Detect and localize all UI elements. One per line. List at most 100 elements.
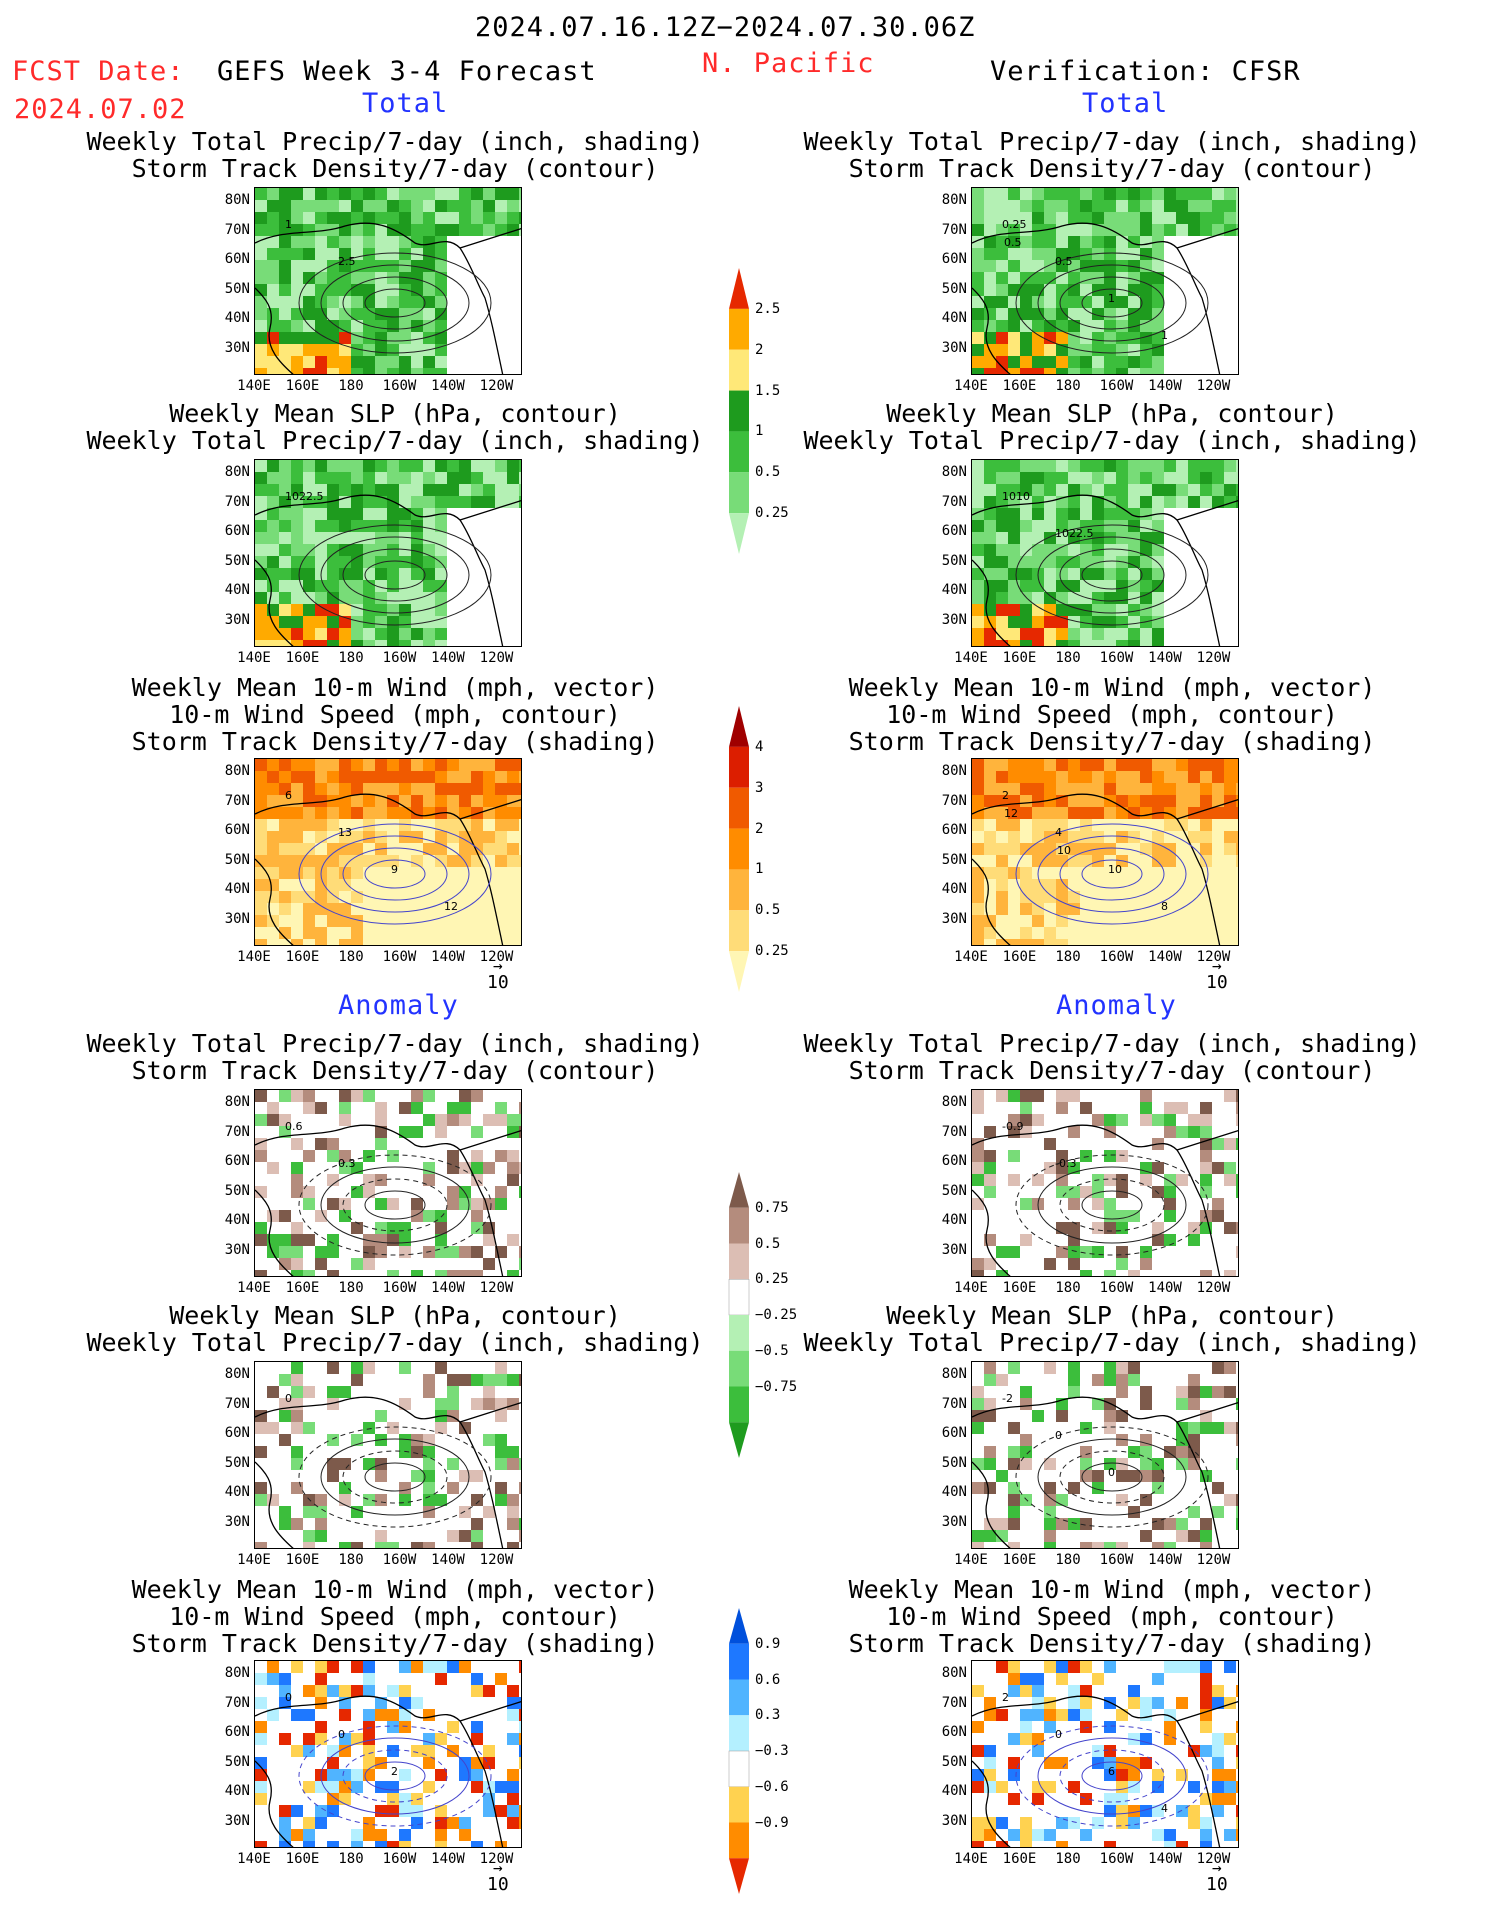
shade-cell [519, 616, 521, 628]
shade-cell [1104, 1234, 1116, 1246]
shade-cell [1056, 1234, 1068, 1246]
shade-cell [423, 1126, 435, 1138]
shade-cell [459, 1745, 471, 1757]
shade-cell [279, 903, 291, 915]
shade-cell [471, 1829, 483, 1841]
shade-cell [1104, 831, 1116, 843]
shade-cell [1020, 1174, 1032, 1186]
shade-cell [1032, 1386, 1044, 1398]
shade-cell [495, 308, 507, 320]
shade-cell [984, 1174, 996, 1186]
shade-cell [483, 1745, 495, 1757]
shade-cell [1068, 460, 1080, 472]
shade-cell [375, 1817, 387, 1829]
shade-cell [399, 460, 411, 472]
shade-cell [1212, 1482, 1224, 1494]
shade-cell [447, 1817, 459, 1829]
shade-cell [984, 1482, 996, 1494]
shade-cell [387, 628, 399, 640]
shade-cell [1044, 1222, 1056, 1234]
shade-cell [1176, 1494, 1188, 1506]
shade-cell [972, 580, 984, 592]
shade-cell [1116, 1210, 1128, 1222]
shade-cell [399, 783, 411, 795]
shade-cell [339, 1102, 351, 1114]
shade-cell [447, 188, 459, 200]
shade-cell [411, 260, 423, 272]
shade-cell [1176, 1530, 1188, 1542]
shade-cell [399, 771, 411, 783]
shade-cell [291, 1530, 303, 1542]
shade-cell [996, 891, 1008, 903]
shade-cell [1092, 568, 1104, 580]
shade-cell [1068, 1817, 1080, 1829]
lon-tick-label: 180 [1055, 1280, 1081, 1296]
shade-cell [1020, 771, 1032, 783]
shade-cell [483, 1246, 495, 1258]
contour-line [1015, 1154, 1209, 1256]
shade-cell [435, 344, 447, 356]
shade-cell [459, 927, 471, 939]
shade-cell [351, 200, 363, 212]
lat-tick-label: 40N [224, 582, 250, 598]
shade-cell [339, 783, 351, 795]
shade-cell [399, 496, 411, 508]
shade-cell [315, 272, 327, 284]
shade-cell [1212, 1422, 1224, 1434]
shade-cell [1236, 496, 1238, 508]
shade-cell [327, 807, 339, 819]
shade-cell [972, 1494, 984, 1506]
shade-cell [1020, 1805, 1032, 1817]
shade-cell [267, 1090, 279, 1102]
shade-cell [363, 308, 375, 320]
shade-cell [1164, 484, 1176, 496]
shade-cell [303, 903, 315, 915]
shade-cell [255, 1114, 267, 1126]
shade-cell [351, 1757, 363, 1769]
shade-cell [1056, 1362, 1068, 1374]
colorbar-level-label: −0.5 [755, 1342, 789, 1359]
shade-cell [255, 1518, 267, 1530]
section-total-left: Total [362, 88, 449, 119]
shade-cell [1236, 1685, 1238, 1697]
shade-cell [1200, 1362, 1212, 1374]
lon-tick-label: 140E [954, 1280, 988, 1296]
shade-cell [267, 260, 279, 272]
shade-cell [1224, 1386, 1236, 1398]
shade-cell [1092, 939, 1104, 945]
shade-cell [507, 272, 519, 284]
shade-cell [1020, 460, 1032, 472]
shade-cell [1212, 484, 1224, 496]
shade-cell [387, 1494, 399, 1506]
shade-cell [1152, 188, 1164, 200]
shade-cell [495, 484, 507, 496]
shade-cell [1104, 915, 1116, 927]
shade-cell [507, 1258, 519, 1270]
shade-cell [507, 284, 519, 296]
shade-cell [1152, 1757, 1164, 1769]
shade-cell [423, 1138, 435, 1150]
shade-cell [1104, 1174, 1116, 1186]
shade-cell [1164, 1114, 1176, 1126]
shade-cell [1164, 1470, 1176, 1482]
shade-cell [507, 224, 519, 236]
shade-cell [387, 1661, 399, 1673]
shade-cell [507, 1685, 519, 1697]
shade-cell [519, 1246, 521, 1258]
shade-cell [507, 628, 519, 640]
shade-cell [996, 831, 1008, 843]
shade-cell [255, 260, 267, 272]
shade-cell [1116, 1222, 1128, 1234]
shade-cell [1188, 1362, 1200, 1374]
shade-cell [1032, 308, 1044, 320]
map-field: 0 [255, 1362, 521, 1548]
shade-cell [375, 807, 387, 819]
shade-cell [1200, 1422, 1212, 1434]
shade-cell [339, 200, 351, 212]
shade-cell [1212, 879, 1224, 891]
shade-cell [1152, 759, 1164, 771]
shade-cell [267, 1829, 279, 1841]
shade-cell [1188, 867, 1200, 879]
shade-cell [984, 1458, 996, 1470]
lat-tick-label: 60N [941, 251, 967, 267]
